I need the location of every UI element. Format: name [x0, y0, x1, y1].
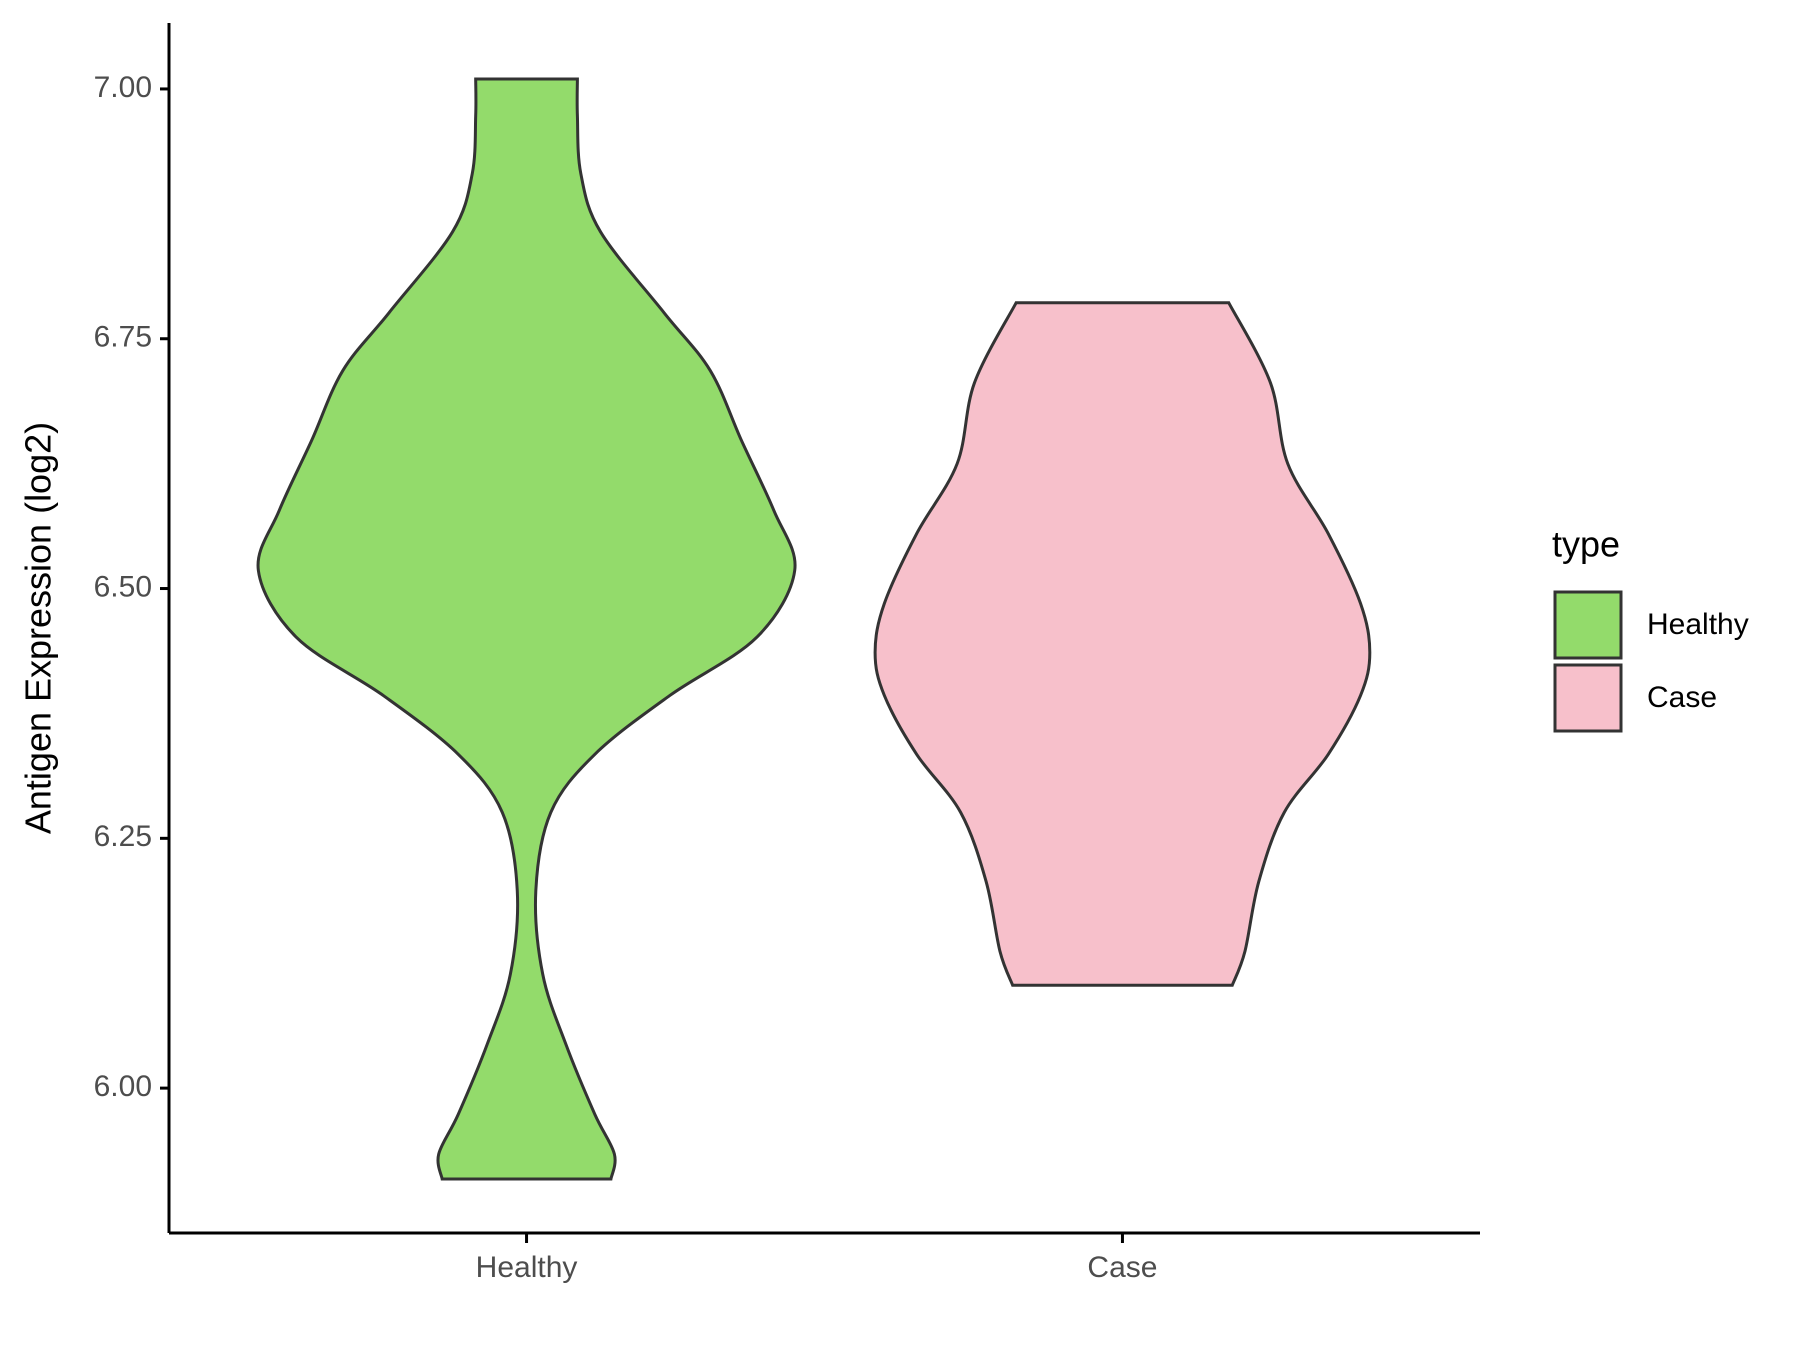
- violin: [873, 301, 1372, 987]
- legend-title: type: [1552, 524, 1620, 565]
- y-tick-label: 6.00: [94, 1070, 152, 1103]
- x-tick-label: Healthy: [476, 1251, 578, 1284]
- legend-label: Healthy: [1647, 608, 1749, 641]
- legend-key: [1553, 590, 1623, 660]
- y-tick-label: 6.25: [94, 820, 152, 853]
- legend-label: Case: [1647, 681, 1717, 714]
- legend-key: [1553, 663, 1623, 733]
- y-tick-label: 7.00: [94, 71, 152, 104]
- y-tick-label: 6.50: [94, 570, 152, 603]
- x-tick-label: Case: [1087, 1251, 1157, 1284]
- y-tick-label: 6.75: [94, 321, 152, 354]
- violin: [256, 77, 797, 1181]
- y-axis-title: Antigen Expression (log2): [18, 422, 59, 834]
